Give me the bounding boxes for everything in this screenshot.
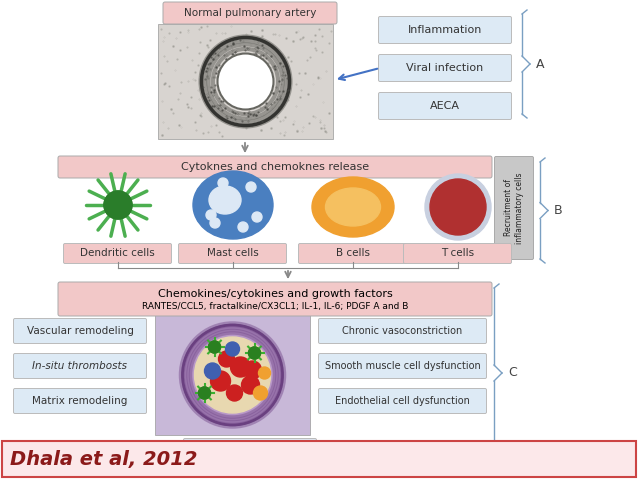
Text: Smooth muscle cell dysfunction: Smooth muscle cell dysfunction <box>325 361 480 371</box>
Circle shape <box>253 386 267 400</box>
Text: Dhala et al, 2012: Dhala et al, 2012 <box>10 449 198 468</box>
Text: Viral infection: Viral infection <box>406 63 484 73</box>
Text: T cells: T cells <box>441 249 474 259</box>
FancyBboxPatch shape <box>494 157 533 260</box>
Text: Collagen deposition: Collagen deposition <box>198 445 302 455</box>
Text: AECA: AECA <box>430 101 460 111</box>
FancyBboxPatch shape <box>13 388 147 413</box>
Text: C: C <box>508 366 517 379</box>
FancyBboxPatch shape <box>58 282 492 316</box>
Circle shape <box>238 222 248 232</box>
Circle shape <box>210 218 220 228</box>
Circle shape <box>104 191 132 219</box>
Circle shape <box>205 363 221 379</box>
Circle shape <box>209 341 221 353</box>
FancyBboxPatch shape <box>2 441 636 477</box>
FancyBboxPatch shape <box>378 55 512 81</box>
FancyBboxPatch shape <box>13 354 147 378</box>
Circle shape <box>218 178 228 188</box>
Circle shape <box>211 371 230 391</box>
Circle shape <box>104 191 132 219</box>
Circle shape <box>209 341 221 353</box>
Ellipse shape <box>209 186 241 214</box>
Text: Dendritic cells: Dendritic cells <box>80 249 155 259</box>
FancyBboxPatch shape <box>378 92 512 119</box>
FancyBboxPatch shape <box>318 354 487 378</box>
Circle shape <box>252 212 262 222</box>
Text: Normal pulmonary artery: Normal pulmonary artery <box>184 8 316 18</box>
Text: Chronic vasoconstriction: Chronic vasoconstriction <box>343 326 463 336</box>
FancyBboxPatch shape <box>184 438 316 461</box>
Text: Matrix remodeling: Matrix remodeling <box>33 396 128 406</box>
Text: B: B <box>554 204 563 217</box>
Text: Vascular remodeling: Vascular remodeling <box>27 326 133 336</box>
Text: Mast cells: Mast cells <box>207 249 258 259</box>
Circle shape <box>206 210 216 220</box>
Text: Cytoknes and chemoknes release: Cytoknes and chemoknes release <box>181 162 369 172</box>
Circle shape <box>182 325 283 425</box>
FancyBboxPatch shape <box>158 24 333 139</box>
FancyBboxPatch shape <box>64 243 172 263</box>
Circle shape <box>258 367 271 379</box>
FancyBboxPatch shape <box>179 243 286 263</box>
FancyBboxPatch shape <box>163 2 337 24</box>
Circle shape <box>248 347 260 359</box>
Circle shape <box>425 174 491 240</box>
Circle shape <box>242 376 260 394</box>
Text: RANTES/CCL5, fractalkine/CX3CL1; IL-1, IL-6; PDGF A and B: RANTES/CCL5, fractalkine/CX3CL1; IL-1, I… <box>142 301 408 310</box>
Text: A: A <box>536 57 544 70</box>
FancyBboxPatch shape <box>403 243 512 263</box>
FancyBboxPatch shape <box>318 319 487 343</box>
FancyBboxPatch shape <box>378 16 512 44</box>
Circle shape <box>248 347 260 359</box>
Text: In-situ thrombosts: In-situ thrombosts <box>33 361 128 371</box>
Circle shape <box>218 54 274 110</box>
FancyBboxPatch shape <box>299 243 406 263</box>
Circle shape <box>430 179 486 235</box>
Circle shape <box>246 182 256 192</box>
Circle shape <box>230 357 251 377</box>
Circle shape <box>218 351 235 367</box>
FancyBboxPatch shape <box>318 388 487 413</box>
FancyBboxPatch shape <box>13 319 147 343</box>
Circle shape <box>226 385 242 401</box>
Circle shape <box>198 387 211 399</box>
Circle shape <box>195 337 271 413</box>
Text: Recruitment of
inflammatory cells: Recruitment of inflammatory cells <box>504 172 524 244</box>
Circle shape <box>198 387 211 399</box>
Ellipse shape <box>312 177 394 237</box>
Circle shape <box>244 361 262 379</box>
Text: Endothelial cell dysfunction: Endothelial cell dysfunction <box>335 396 470 406</box>
FancyBboxPatch shape <box>58 156 492 178</box>
FancyBboxPatch shape <box>155 315 310 435</box>
Ellipse shape <box>325 188 380 226</box>
Text: Inflammation: Inflammation <box>408 25 482 35</box>
Circle shape <box>225 342 239 356</box>
Text: B cells: B cells <box>336 249 369 259</box>
Ellipse shape <box>193 171 273 239</box>
Text: Chemokines/cytokines and growth factors: Chemokines/cytokines and growth factors <box>158 289 392 299</box>
